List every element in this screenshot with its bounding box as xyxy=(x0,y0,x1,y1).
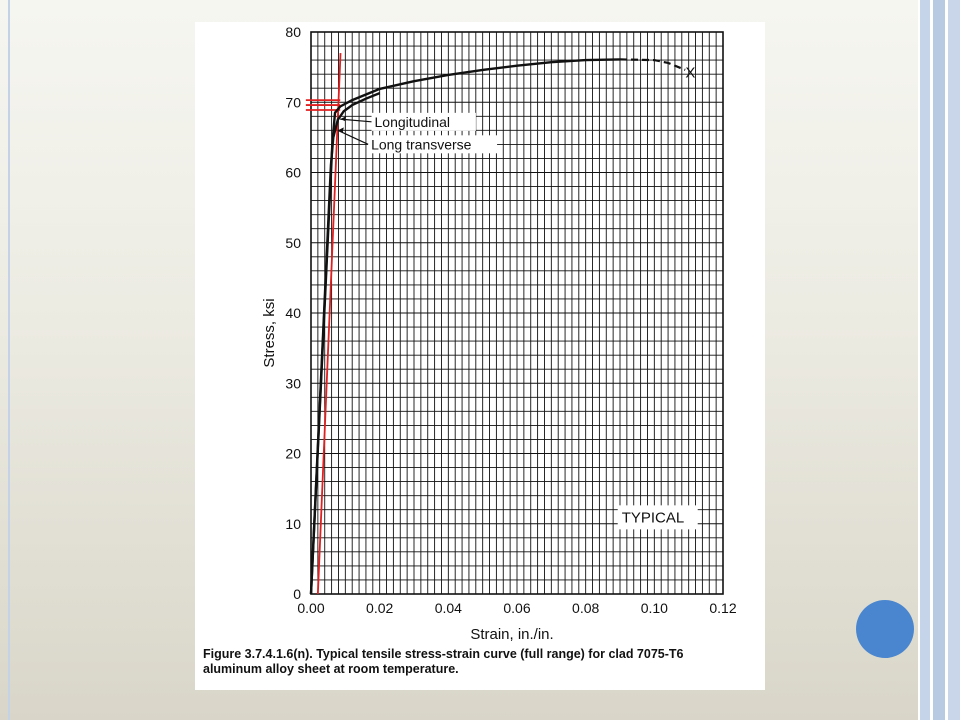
figure-caption: Figure 3.7.4.1.6(n). Typical tensile str… xyxy=(203,647,758,677)
fracture-marker: X xyxy=(685,65,695,82)
y-tick-label: 50 xyxy=(285,235,301,251)
annotation-label-bg xyxy=(371,112,476,131)
y-tick-label: 40 xyxy=(285,305,301,321)
annotation-leader xyxy=(337,129,369,145)
y-tick-label: 30 xyxy=(285,375,301,391)
annotation-arrowhead xyxy=(337,127,344,133)
x-axis-title: Strain, in./in. xyxy=(470,626,553,642)
annotation-label: Longitudinal xyxy=(375,114,451,130)
y-axis-title: Stress, ksi xyxy=(261,298,278,367)
x-tick-label: 0.04 xyxy=(435,600,462,616)
annotations: X Longitudinal Long transverse TYPICAL xyxy=(337,65,698,530)
caption-line-1: Figure 3.7.4.1.6(n). Typical tensile str… xyxy=(203,647,684,661)
x-tick-label: 0.10 xyxy=(641,600,668,616)
y-tick-label: 0 xyxy=(293,586,301,602)
series-line xyxy=(309,91,381,595)
slide-accent-circle xyxy=(856,600,914,658)
stress-strain-chart: 0.00 0.02 0.04 0.06 0.08 0.10 0.12 0 10 20 30 40 50 6… xyxy=(261,24,737,642)
series-curves xyxy=(309,58,686,595)
x-tick-label: 0.00 xyxy=(297,600,324,616)
x-tick-label: 0.12 xyxy=(709,600,736,616)
reference-line xyxy=(316,53,342,595)
annotation-label-bg xyxy=(368,135,498,154)
y-tick-label: 20 xyxy=(285,446,301,462)
y-tick-label: 80 xyxy=(285,24,301,40)
y-tick-label: 70 xyxy=(285,94,301,110)
annotation-arrowhead xyxy=(340,116,347,122)
series-line xyxy=(309,58,621,595)
typical-label-bg xyxy=(617,505,698,530)
tick-labels: 0.00 0.02 0.04 0.06 0.08 0.10 0.12 0 10 20 30 40 50 6… xyxy=(285,24,736,616)
caption-line-2: aluminum alloy sheet at room temperature… xyxy=(203,662,459,676)
reference-lines xyxy=(305,53,342,595)
figure-panel: 0.00 0.02 0.04 0.06 0.08 0.10 0.12 0 10 20 30 40 50 6… xyxy=(195,22,765,690)
y-tick-label: 10 xyxy=(285,516,301,532)
slide-left-border xyxy=(8,0,10,720)
x-tick-label: 0.02 xyxy=(366,600,393,616)
y-tick-label: 60 xyxy=(285,165,301,181)
x-tick-label: 0.06 xyxy=(503,600,530,616)
slide-right-decor-panel xyxy=(918,0,960,720)
x-tick-label: 0.08 xyxy=(572,600,599,616)
annotation-label: Long transverse xyxy=(371,136,472,152)
typical-label: TYPICAL xyxy=(622,509,685,526)
series-line-dashed xyxy=(619,58,686,71)
